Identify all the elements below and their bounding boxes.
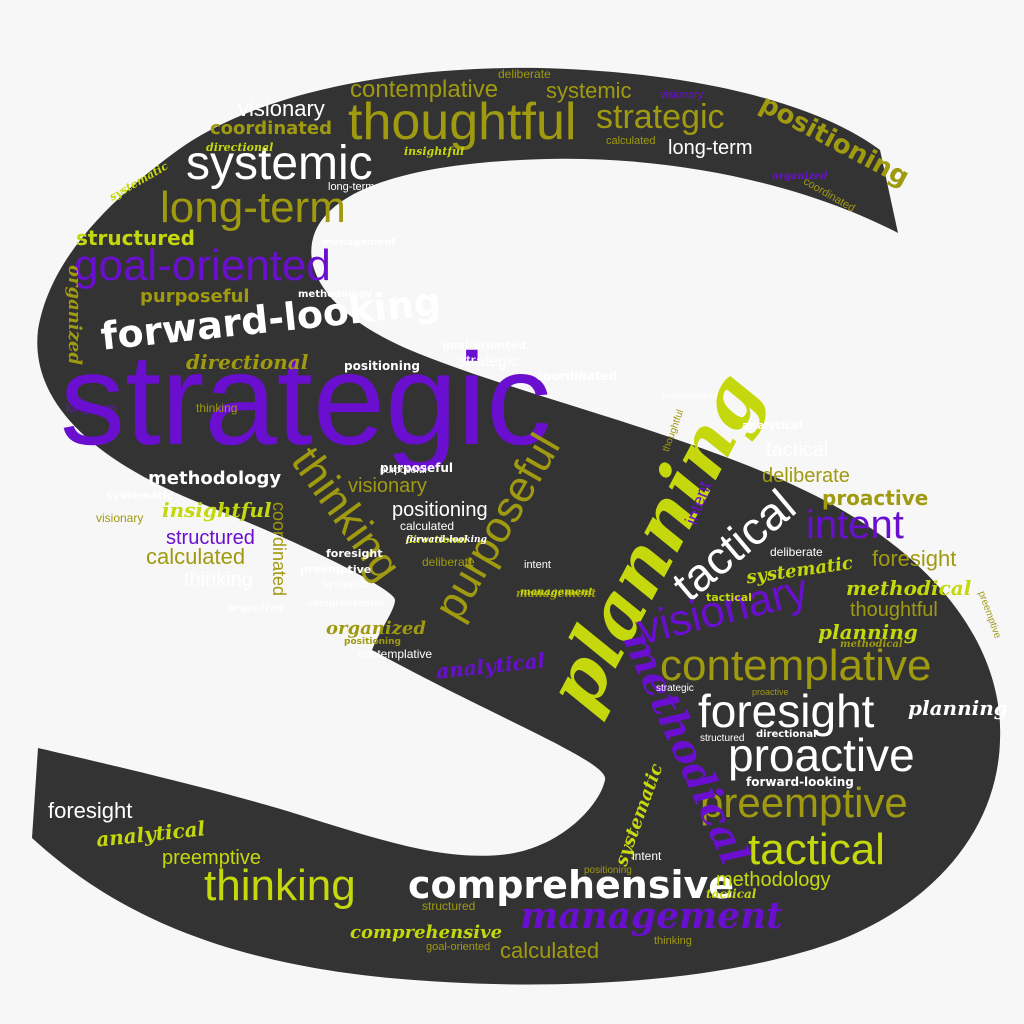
word-36: calculated — [146, 544, 246, 569]
word-25: visionary — [238, 96, 325, 121]
word-51: organized — [326, 618, 426, 639]
word-24: contemplative — [350, 76, 499, 103]
word-4: systemic — [186, 137, 373, 190]
word-53: foresight — [48, 798, 133, 823]
word-17: tactical — [748, 825, 885, 874]
word-30: purposeful — [140, 286, 250, 307]
word-15: proactive — [728, 729, 915, 781]
word-99: thinking — [654, 935, 692, 947]
word-35: structured — [166, 527, 255, 549]
word-32: organized — [63, 265, 85, 365]
word-19: comprehensive — [408, 863, 735, 907]
word-39: positioning — [392, 499, 488, 521]
word-90: tactical — [706, 591, 752, 604]
word-58: methodology — [716, 869, 831, 891]
word-101: structured — [700, 733, 745, 744]
word-74: long-term — [328, 181, 375, 193]
word-6: goal-oriented — [74, 241, 331, 290]
word-50: planning — [908, 696, 1008, 720]
word-100: long-term — [66, 401, 117, 415]
word-47: methodical — [846, 576, 972, 600]
word-16: preemptive — [700, 779, 908, 826]
word-41: deliberate — [762, 465, 850, 487]
word-66: directional — [756, 729, 817, 740]
word-55: preemptive — [162, 847, 261, 869]
word-81: insightful — [404, 145, 465, 158]
word-26: coordinated — [210, 118, 332, 139]
word-103: methodology — [298, 289, 372, 300]
word-65: deliberate — [770, 545, 823, 559]
word-95: organized — [772, 171, 828, 182]
word-28: long-term — [668, 137, 753, 159]
word-112: directional — [206, 141, 274, 154]
word-3: thoughtful — [348, 93, 577, 151]
word-97: visionary — [660, 89, 704, 101]
word-94: positioning — [344, 637, 401, 647]
word-63: purposeful — [380, 461, 454, 475]
word-91: contemplative — [662, 391, 718, 401]
word-40: coordinated — [269, 501, 290, 597]
word-67: forward-looking — [746, 775, 854, 789]
letter-s-path — [32, 67, 1001, 985]
word-104: purposeful — [380, 465, 427, 476]
word-27: systemic — [546, 78, 632, 103]
word-82: organized — [228, 603, 284, 614]
word-86: systematic — [106, 489, 174, 502]
word-38: visionary — [348, 475, 427, 497]
word-57: calculated — [500, 938, 600, 963]
word-71: analytical — [742, 419, 803, 432]
word-108: proactive — [752, 687, 789, 697]
word-70: management — [516, 587, 597, 600]
word-80: structured — [422, 899, 476, 913]
word-78: visionary — [96, 511, 144, 525]
word-77: calculated — [400, 519, 455, 533]
word-42: proactive — [822, 486, 929, 510]
word-84: management — [520, 587, 593, 598]
word-73: tactical — [706, 887, 757, 901]
word-110: positioning — [584, 865, 632, 876]
word-60: strategic — [458, 353, 519, 370]
word-48: thoughtful — [850, 599, 938, 621]
word-85: methodical — [840, 639, 903, 650]
word-45: foresight — [872, 546, 957, 571]
word-1: strategic — [60, 326, 552, 472]
word-20: management — [520, 895, 783, 937]
word-79: systemic — [322, 577, 369, 591]
word-89: foresight — [326, 547, 383, 560]
word-64: deliberate — [422, 555, 475, 569]
word-13: contemplative — [660, 641, 932, 690]
word-62: positioning — [344, 359, 420, 373]
word-106: comprehensive — [308, 599, 386, 609]
word-37: thinking — [184, 569, 253, 591]
word-43: tactical — [766, 439, 829, 461]
word-68: goal-oriented — [442, 339, 526, 352]
word-33: methodology — [148, 468, 282, 489]
word-98: calculated — [606, 135, 656, 147]
word-92: management — [322, 237, 397, 248]
word-96: deliberate — [498, 67, 551, 81]
word-61: coordinated — [536, 369, 618, 383]
word-88: intent — [524, 559, 551, 571]
word-11: intent — [806, 503, 904, 547]
word-34: insightful — [162, 498, 272, 522]
word-14: foresight — [698, 685, 875, 737]
word-31: directional — [186, 350, 309, 374]
word-21: thinking — [204, 861, 356, 910]
word-29: structured — [76, 226, 195, 250]
word-49: planning — [818, 620, 918, 644]
word-105: forward-looking — [406, 535, 487, 545]
word-83: directional — [406, 535, 468, 546]
word-72: intent — [632, 849, 662, 863]
word-87: goal-oriented — [426, 941, 491, 953]
word-22: strategic — [596, 98, 725, 136]
word-5: long-term — [160, 183, 346, 232]
word-76: thinking — [196, 401, 238, 415]
word-75: preemptive — [300, 563, 372, 576]
word-69: contemplative — [358, 647, 433, 661]
word-56: comprehensive — [350, 922, 503, 943]
word-102: strategic — [656, 683, 694, 694]
